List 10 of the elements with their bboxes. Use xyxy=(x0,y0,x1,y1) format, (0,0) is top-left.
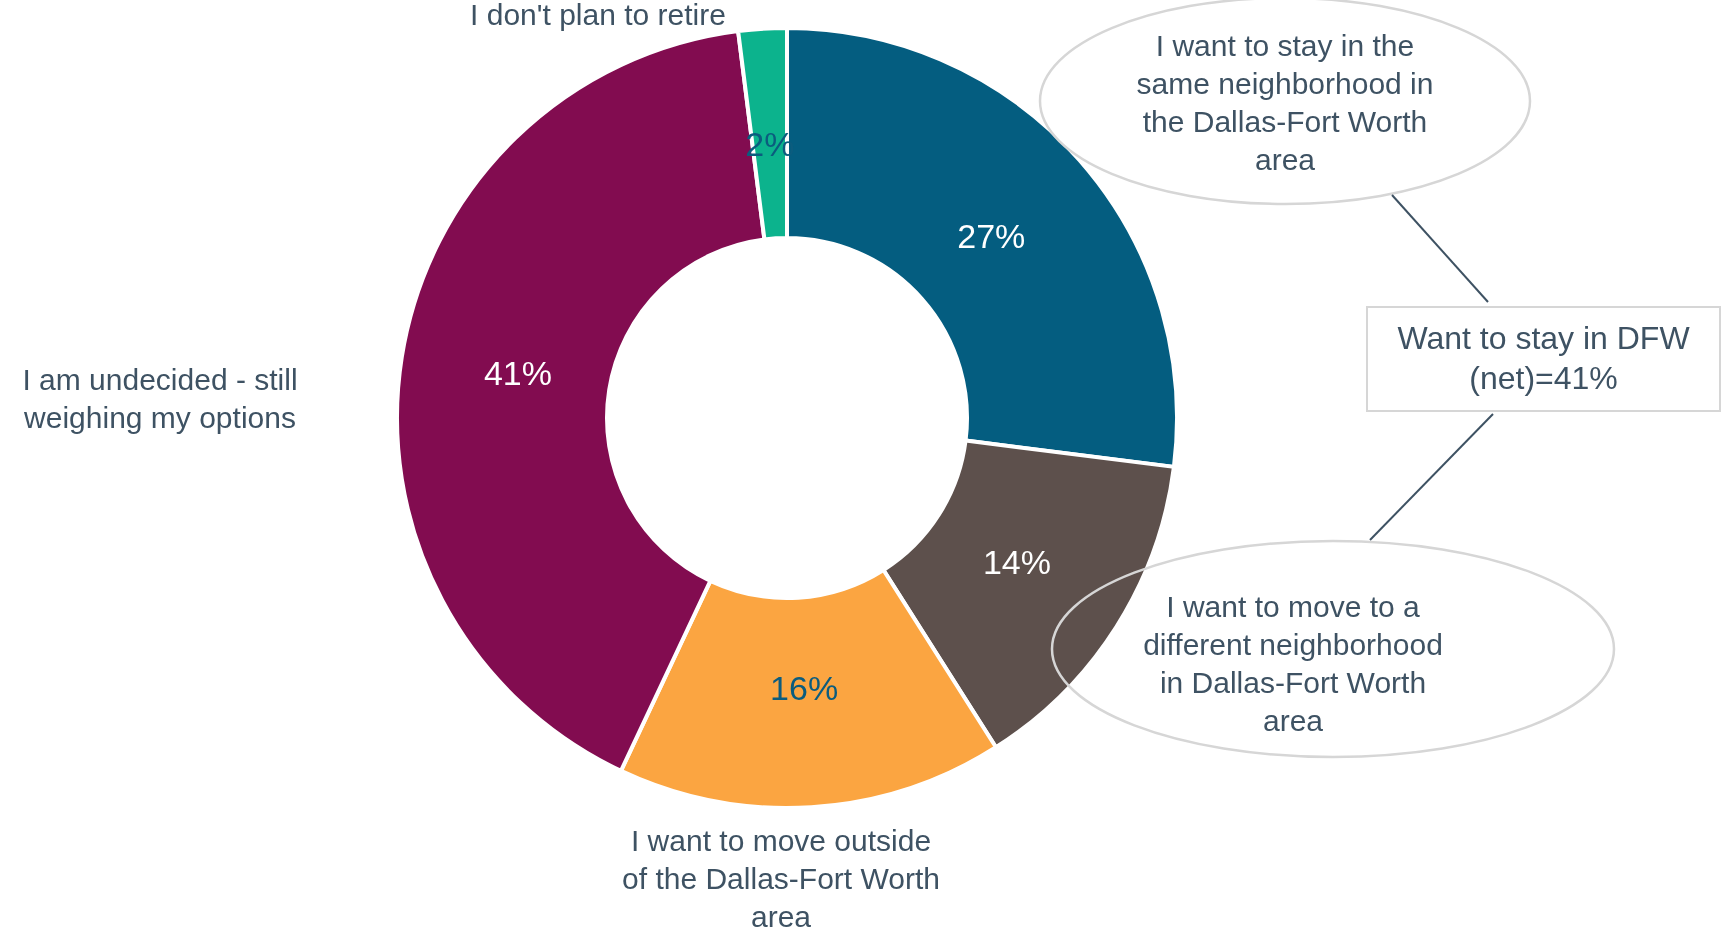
slice-label: I want to move outside of the Dallas-Fort Worth area xyxy=(622,824,940,933)
data-label: 16% xyxy=(770,668,839,707)
data-label: 14% xyxy=(982,542,1052,581)
slice-label: I want to stay in the same neighborhood in the Dallas-Fort Worth area xyxy=(1136,29,1434,176)
slice-label: I don't plan to retire xyxy=(470,0,726,31)
text: Want to stay in DFW (net)=41% xyxy=(1397,320,1691,396)
slice-label: I want to move to a different neighborhood in Dallas-Fort Worth area xyxy=(1143,590,1443,737)
slice-label: I am undecided - still weighing my options xyxy=(22,363,298,434)
data-label: 27% xyxy=(957,216,1026,255)
data-label: 41% xyxy=(483,354,552,393)
